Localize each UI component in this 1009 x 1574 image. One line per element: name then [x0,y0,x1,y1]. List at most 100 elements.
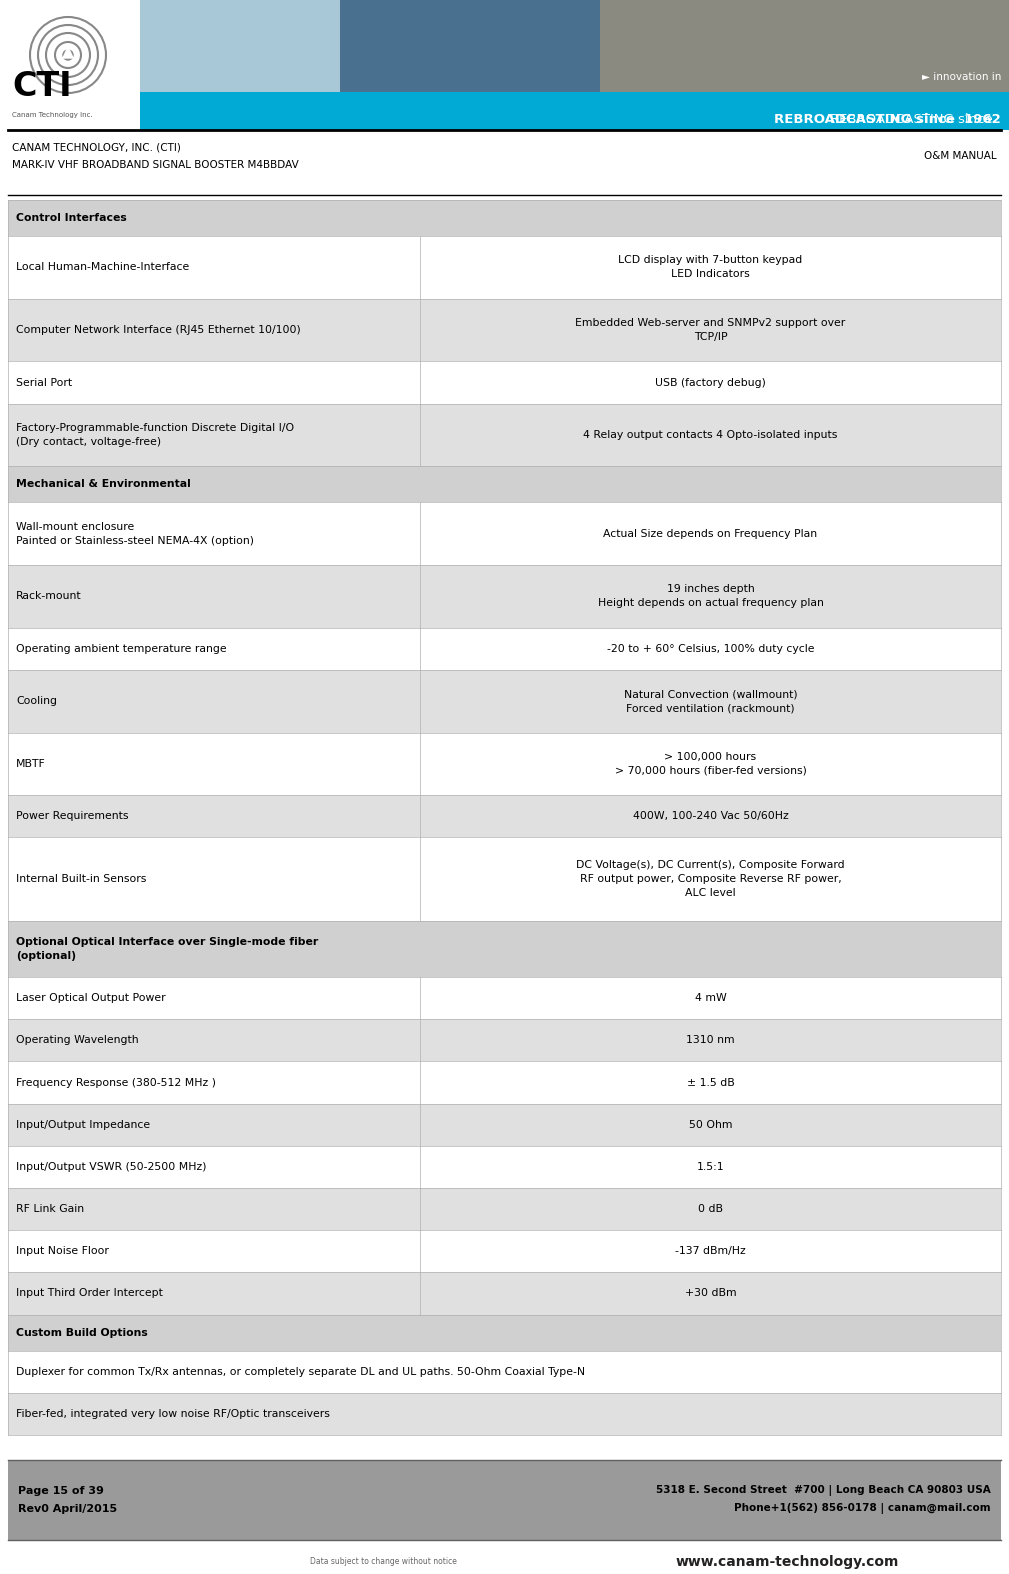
Bar [8,1103,1001,1146]
Text: Local Human-Machine-Interface: Local Human-Machine-Interface [16,263,190,272]
Bar [8,628,1001,671]
Bar [8,1393,1001,1435]
Text: 1310 nm: 1310 nm [686,1036,735,1045]
Text: Fiber-fed, integrated very low noise RF/Optic transceivers: Fiber-fed, integrated very low noise RF/… [16,1409,330,1418]
Bar [340,0,600,131]
Text: Data subject to change without notice: Data subject to change without notice [310,1558,457,1566]
Text: Phone+1(562) 856-0178 | canam@mail.com: Phone+1(562) 856-0178 | canam@mail.com [735,1503,991,1514]
Bar [140,0,340,131]
Text: 50 Ohm: 50 Ohm [689,1119,733,1130]
Text: O&M MANUAL: O&M MANUAL [924,151,997,161]
Text: Forced ventilation (rackmount): Forced ventilation (rackmount) [627,704,795,713]
Text: Input/Output Impedance: Input/Output Impedance [16,1119,150,1130]
Text: USB (factory debug): USB (factory debug) [655,378,766,387]
Bar [8,466,1001,502]
Circle shape [63,50,73,60]
Text: Embedded Web-server and SNMPv2 support over: Embedded Web-server and SNMPv2 support o… [575,318,846,327]
Bar [8,732,1001,795]
Text: ► innovation in: ► innovation in [921,72,1001,82]
Bar [8,1272,1001,1314]
Text: Input/Output VSWR (50-2500 MHz): Input/Output VSWR (50-2500 MHz) [16,1162,207,1173]
Text: DC Voltage(s), DC Current(s), Composite Forward: DC Voltage(s), DC Current(s), Composite … [576,859,845,870]
Bar [8,362,1001,403]
Text: REBROADCASTING since: REBROADCASTING since [829,113,1001,126]
Text: CTI: CTI [12,69,72,102]
Text: > 70,000 hours (fiber-fed versions): > 70,000 hours (fiber-fed versions) [614,767,806,776]
Bar [8,977,1001,1020]
Text: Optional Optical Interface over Single-mode fiber: Optional Optical Interface over Single-m… [16,937,318,948]
Text: RF output power, Composite Reverse RF power,: RF output power, Composite Reverse RF po… [580,874,842,885]
Bar [8,1314,1001,1350]
Bar [8,1231,1001,1272]
Text: LCD display with 7-button keypad: LCD display with 7-button keypad [619,255,803,266]
Text: Rack-mount: Rack-mount [16,592,82,601]
Bar [8,1350,1001,1393]
Bar [140,91,1009,131]
Text: Internal Built-in Sensors: Internal Built-in Sensors [16,874,146,885]
Text: Operating ambient temperature range: Operating ambient temperature range [16,644,227,653]
Text: ± 1.5 dB: ± 1.5 dB [687,1078,735,1088]
Text: 4 Relay output contacts 4 Opto-isolated inputs: 4 Relay output contacts 4 Opto-isolated … [583,430,837,441]
Text: Wall-mount enclosure: Wall-mount enclosure [16,521,134,532]
Bar [8,837,1001,921]
Text: Serial Port: Serial Port [16,378,72,387]
Text: Height depends on actual frequency plan: Height depends on actual frequency plan [597,598,823,609]
Text: Natural Convection (wallmount): Natural Convection (wallmount) [624,689,797,699]
Text: Control Interfaces: Control Interfaces [16,212,127,224]
Text: Cooling: Cooling [16,696,57,707]
Text: 19 inches depth: 19 inches depth [667,584,755,595]
Text: REBROADCASTING since  1962: REBROADCASTING since 1962 [774,113,1001,126]
Text: RF Link Gain: RF Link Gain [16,1204,84,1214]
Text: Page 15 of 39: Page 15 of 39 [18,1486,104,1495]
Bar [600,0,1009,131]
Text: +30 dBm: +30 dBm [685,1289,737,1299]
Text: 0 dB: 0 dB [698,1204,723,1214]
Bar [8,1188,1001,1231]
Text: 400W, 100-240 Vac 50/60Hz: 400W, 100-240 Vac 50/60Hz [633,811,788,822]
Bar [8,299,1001,362]
Text: MBTF: MBTF [16,759,45,768]
Bar [8,795,1001,837]
Text: -137 dBm/Hz: -137 dBm/Hz [675,1247,746,1256]
Text: Mechanical & Environmental: Mechanical & Environmental [16,480,191,490]
Text: Operating Wavelength: Operating Wavelength [16,1036,138,1045]
Text: Painted or Stainless-steel NEMA-4X (option): Painted or Stainless-steel NEMA-4X (opti… [16,535,254,546]
Text: (Dry contact, voltage-free): (Dry contact, voltage-free) [16,438,161,447]
Bar [8,200,1001,236]
Bar [8,565,1001,628]
Bar [8,236,1001,299]
Text: Frequency Response (380-512 MHz ): Frequency Response (380-512 MHz ) [16,1078,216,1088]
Bar [8,1461,1001,1539]
Bar [8,1146,1001,1188]
Text: > 100,000 hours: > 100,000 hours [665,752,757,762]
Text: 5318 E. Second Street  #700 | Long Beach CA 90803 USA: 5318 E. Second Street #700 | Long Beach … [656,1486,991,1497]
Text: (optional): (optional) [16,951,76,960]
Bar [8,1020,1001,1061]
Text: Input Noise Floor: Input Noise Floor [16,1247,109,1256]
Bar [8,403,1001,466]
Text: Power Requirements: Power Requirements [16,811,128,822]
Text: Custom Build Options: Custom Build Options [16,1327,147,1338]
Bar [8,921,1001,977]
Text: 1.5:1: 1.5:1 [697,1162,724,1173]
Text: CANAM TECHNOLOGY, INC. (CTI): CANAM TECHNOLOGY, INC. (CTI) [12,142,181,153]
Text: Duplexer for common Tx/Rx antennas, or completely separate DL and UL paths. 50-O: Duplexer for common Tx/Rx antennas, or c… [16,1366,585,1377]
Text: Actual Size depends on Frequency Plan: Actual Size depends on Frequency Plan [603,529,817,538]
Text: Laser Optical Output Power: Laser Optical Output Power [16,993,165,1003]
Text: LED Indicators: LED Indicators [671,269,750,280]
Text: Canam Technology Inc.: Canam Technology Inc. [12,112,93,118]
Text: www.canam-technology.com: www.canam-technology.com [675,1555,899,1569]
Bar [8,502,1001,565]
Text: Input Third Order Intercept: Input Third Order Intercept [16,1289,162,1299]
Text: -20 to + 60° Celsius, 100% duty cycle: -20 to + 60° Celsius, 100% duty cycle [606,644,814,653]
Text: Factory-Programmable-function Discrete Digital I/O: Factory-Programmable-function Discrete D… [16,423,295,433]
Text: ALC level: ALC level [685,888,736,897]
Text: TCP/IP: TCP/IP [694,332,727,342]
Text: Rev0 April/2015: Rev0 April/2015 [18,1505,117,1514]
Text: Computer Network Interface (RJ45 Ethernet 10/100): Computer Network Interface (RJ45 Etherne… [16,326,301,335]
Polygon shape [63,47,73,58]
Bar [0,0,140,131]
Text: MARK-IV VHF BROADBAND SIGNAL BOOSTER M4BBDAV: MARK-IV VHF BROADBAND SIGNAL BOOSTER M4B… [12,161,299,170]
Bar [140,0,1009,131]
Bar [8,671,1001,732]
